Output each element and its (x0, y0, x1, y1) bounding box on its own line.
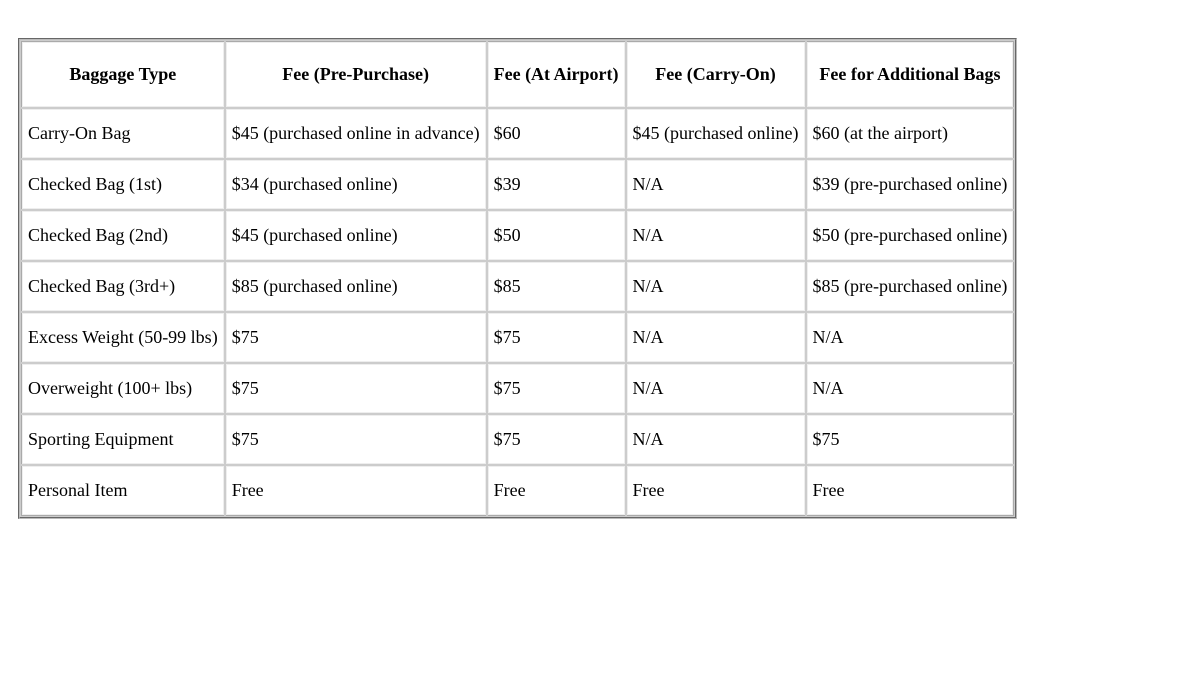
table-row: Personal Item Free Free Free Free (21, 465, 1014, 516)
cell-additional: $85 (pre-purchased online) (806, 261, 1015, 312)
table-row: Excess Weight (50-99 lbs) $75 $75 N/A N/… (21, 312, 1014, 363)
cell-additional: $75 (806, 414, 1015, 465)
cell-additional: $60 (at the airport) (806, 108, 1015, 159)
cell-baggage-type: Overweight (100+ lbs) (21, 363, 225, 414)
table-row: Sporting Equipment $75 $75 N/A $75 (21, 414, 1014, 465)
cell-baggage-type: Checked Bag (3rd+) (21, 261, 225, 312)
cell-pre-purchase: $75 (225, 363, 487, 414)
table-row: Checked Bag (2nd) $45 (purchased online)… (21, 210, 1014, 261)
cell-carry-on: N/A (626, 312, 806, 363)
cell-at-airport: $75 (487, 414, 626, 465)
cell-baggage-type: Excess Weight (50-99 lbs) (21, 312, 225, 363)
cell-at-airport: Free (487, 465, 626, 516)
cell-at-airport: $85 (487, 261, 626, 312)
cell-baggage-type: Personal Item (21, 465, 225, 516)
cell-carry-on: N/A (626, 414, 806, 465)
cell-pre-purchase: $75 (225, 414, 487, 465)
cell-additional: Free (806, 465, 1015, 516)
cell-carry-on: $45 (purchased online) (626, 108, 806, 159)
table-row: Carry-On Bag $45 (purchased online in ad… (21, 108, 1014, 159)
cell-pre-purchase: Free (225, 465, 487, 516)
cell-baggage-type: Carry-On Bag (21, 108, 225, 159)
cell-additional: N/A (806, 363, 1015, 414)
cell-pre-purchase: $45 (purchased online in advance) (225, 108, 487, 159)
col-header-carry-on: Fee (Carry-On) (626, 41, 806, 108)
table-row: Overweight (100+ lbs) $75 $75 N/A N/A (21, 363, 1014, 414)
cell-carry-on: N/A (626, 210, 806, 261)
table-header-row: Baggage Type Fee (Pre-Purchase) Fee (At … (21, 41, 1014, 108)
cell-at-airport: $75 (487, 363, 626, 414)
cell-at-airport: $39 (487, 159, 626, 210)
cell-pre-purchase: $45 (purchased online) (225, 210, 487, 261)
col-header-additional: Fee for Additional Bags (806, 41, 1015, 108)
baggage-fee-table: Baggage Type Fee (Pre-Purchase) Fee (At … (20, 40, 1015, 517)
cell-carry-on: N/A (626, 261, 806, 312)
col-header-baggage-type: Baggage Type (21, 41, 225, 108)
cell-carry-on: N/A (626, 159, 806, 210)
cell-at-airport: $50 (487, 210, 626, 261)
cell-carry-on: N/A (626, 363, 806, 414)
cell-carry-on: Free (626, 465, 806, 516)
cell-pre-purchase: $34 (purchased online) (225, 159, 487, 210)
cell-at-airport: $60 (487, 108, 626, 159)
cell-baggage-type: Sporting Equipment (21, 414, 225, 465)
col-header-pre-purchase: Fee (Pre-Purchase) (225, 41, 487, 108)
cell-baggage-type: Checked Bag (2nd) (21, 210, 225, 261)
cell-additional: $50 (pre-purchased online) (806, 210, 1015, 261)
table-row: Checked Bag (1st) $34 (purchased online)… (21, 159, 1014, 210)
col-header-at-airport: Fee (At Airport) (487, 41, 626, 108)
cell-pre-purchase: $75 (225, 312, 487, 363)
table-row: Checked Bag (3rd+) $85 (purchased online… (21, 261, 1014, 312)
cell-pre-purchase: $85 (purchased online) (225, 261, 487, 312)
cell-at-airport: $75 (487, 312, 626, 363)
cell-additional: N/A (806, 312, 1015, 363)
cell-baggage-type: Checked Bag (1st) (21, 159, 225, 210)
cell-additional: $39 (pre-purchased online) (806, 159, 1015, 210)
